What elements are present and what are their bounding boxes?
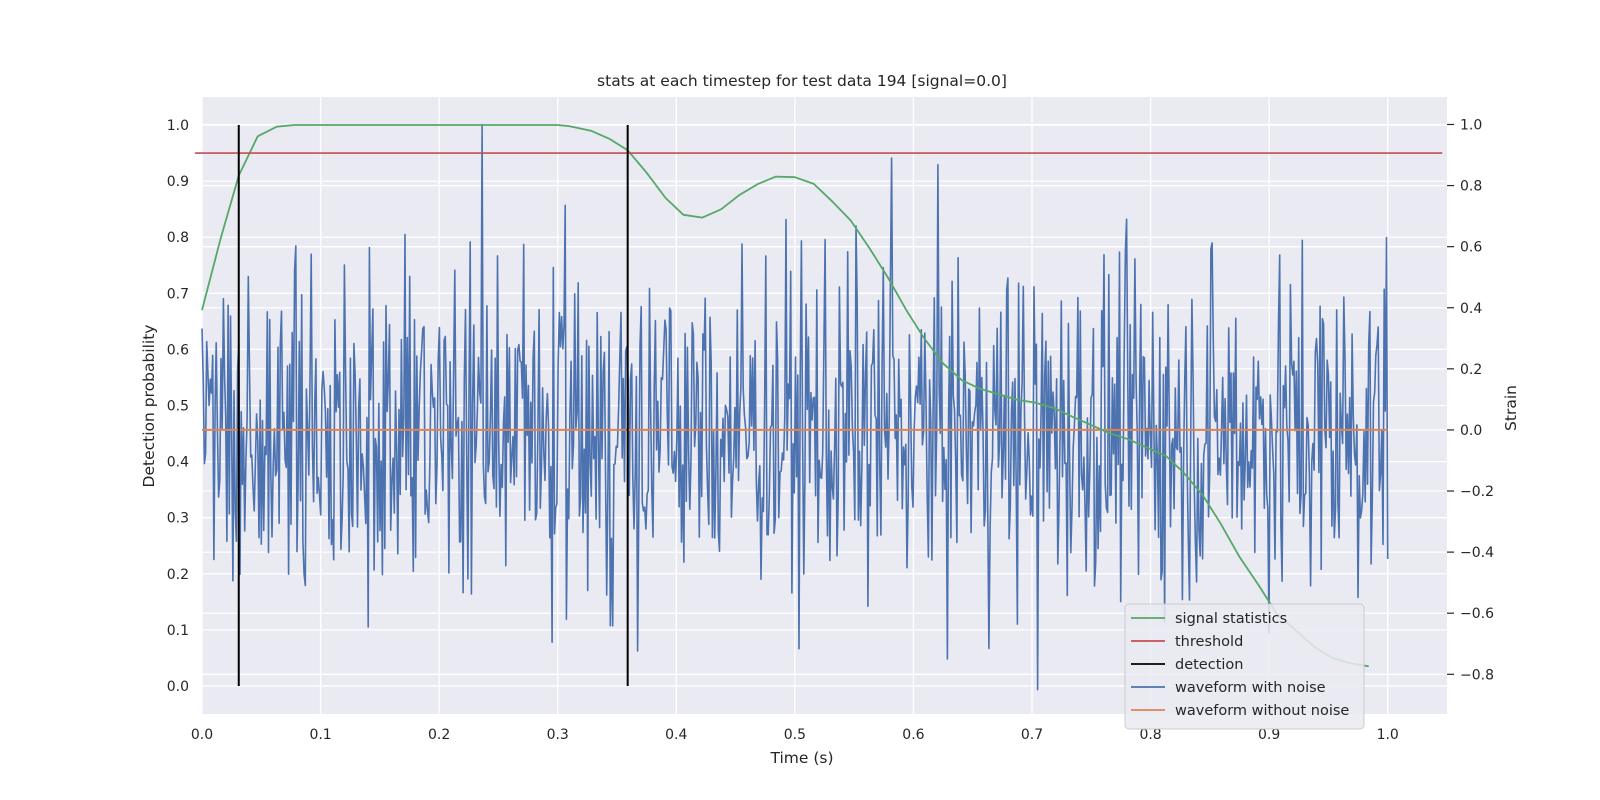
legend-entry: signal statistics	[1175, 611, 1287, 627]
y-right-tick-label: 0.8	[1460, 179, 1482, 195]
y-right-tick-label: −0.2	[1460, 484, 1494, 500]
series-signal-statistics	[201, 124, 1369, 668]
y-left-tick-label: 1.0	[167, 118, 189, 134]
legend-box	[1124, 603, 1365, 730]
x-axis-label: Time (s)	[769, 749, 833, 767]
x-axis: 0.0 0.1 0.2 0.3 0.4 0.5 0.6 0.7 0.8 0.9 1.0	[191, 727, 1399, 743]
x-tick-label: 0.6	[902, 727, 924, 743]
x-tick-label: 0.4	[665, 727, 687, 743]
y-axis-left: 0.0 0.1 0.2 0.3 0.4 0.5 0.6 0.7 0.8 0.9 1.0	[167, 118, 189, 695]
y-left-tick-label: 0.4	[167, 455, 189, 471]
x-tick-label: 0.3	[547, 727, 569, 743]
y-left-tick-label: 0.8	[167, 230, 189, 246]
x-tick-label: 0.0	[191, 727, 213, 743]
y-left-tick-label: 0.2	[167, 567, 189, 583]
y-right-tick-label: 1.0	[1460, 117, 1482, 133]
y-right-tick-label: −0.4	[1460, 545, 1494, 561]
x-tick-label: 0.7	[1021, 727, 1043, 743]
y-right-tick-label: 0.6	[1460, 240, 1482, 256]
x-tick-label: 0.9	[1258, 727, 1280, 743]
y-axis-left-label: Detection probability	[140, 325, 158, 488]
legend-entry: threshold	[1175, 634, 1243, 650]
y-left-tick-label: 0.9	[167, 174, 189, 190]
x-tick-label: 0.2	[428, 727, 450, 743]
legend: signal statistics threshold detection wavef…	[1124, 603, 1365, 730]
grid	[201, 97, 1447, 714]
y-right-tick-label: −0.8	[1460, 667, 1494, 683]
y-left-tick-label: 0.6	[167, 342, 189, 358]
series-waveform-with-noise	[201, 123, 1389, 691]
y-right-tick-label: 0.2	[1460, 362, 1482, 378]
y-right-tick-label: −0.6	[1460, 606, 1494, 622]
y-left-tick-label: 0.5	[167, 399, 189, 415]
y-left-tick-label: 0.3	[167, 511, 189, 527]
x-tick-label: 0.8	[1139, 727, 1161, 743]
x-tick-label: 1.0	[1377, 727, 1399, 743]
legend-entry: waveform without noise	[1175, 703, 1349, 719]
y-left-tick-label: 0.7	[167, 286, 189, 302]
x-tick-label: 0.1	[309, 727, 331, 743]
legend-entry: detection	[1175, 657, 1243, 673]
y-left-tick-label: 0.0	[167, 679, 189, 695]
legend-entry: waveform with noise	[1175, 680, 1326, 696]
y-axis-right-label: Strain	[1502, 385, 1520, 431]
x-tick-label: 0.5	[784, 727, 806, 743]
y-left-tick-label: 0.1	[167, 623, 189, 639]
y-axis-right: −0.8 −0.6 −0.4 −0.2 0.0 0.2 0.4 0.6 0.8 1.0	[1447, 117, 1494, 683]
y-right-tick-label: 0.0	[1460, 423, 1482, 439]
chart-title: stats at each timestep for test data 194…	[597, 72, 1007, 90]
y-right-tick-label: 0.4	[1460, 301, 1482, 317]
series-layer	[194, 123, 1443, 691]
